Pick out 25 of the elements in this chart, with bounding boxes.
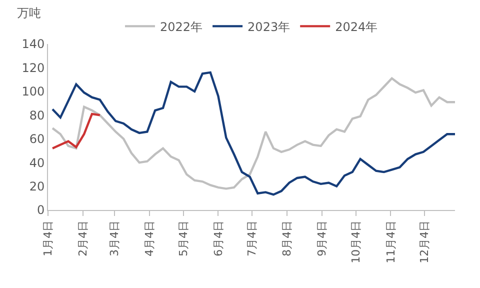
y-tick-label: 100: [22, 84, 45, 99]
x-tick-label: 10月4日: [349, 220, 362, 264]
x-tick-label: 3月4日: [108, 220, 122, 256]
legend-label: 2022年: [160, 20, 203, 34]
legend-label: 2023年: [248, 20, 290, 34]
x-tick-label: 2月4日: [76, 220, 90, 256]
y-tick-label: 60: [29, 132, 45, 146]
y-tick-label: 0: [36, 203, 45, 218]
legend-label: 2024年: [335, 20, 378, 34]
x-tick-label: 11月4日: [384, 220, 398, 264]
y-tick-label: 20: [29, 179, 45, 194]
y-tick-label: 140: [22, 37, 45, 52]
x-tick-label: 7月4日: [246, 220, 259, 256]
x-tick-label: 12月4日: [418, 220, 432, 264]
x-tick-label: 8月4日: [280, 220, 294, 256]
x-tick-label: 6月4日: [212, 220, 225, 256]
y-tick-label: 120: [22, 60, 45, 75]
y-axis-title: 万吨: [17, 6, 41, 20]
y-tick-label: 80: [29, 108, 45, 122]
x-tick-label: 1月4日: [42, 220, 55, 256]
x-tick-label: 5月4日: [176, 220, 190, 256]
y-tick-label: 40: [29, 156, 45, 170]
line-series: [51, 112, 101, 150]
x-tick-label: 4月4日: [143, 220, 156, 256]
x-tick-label: 9月4日: [316, 220, 329, 256]
